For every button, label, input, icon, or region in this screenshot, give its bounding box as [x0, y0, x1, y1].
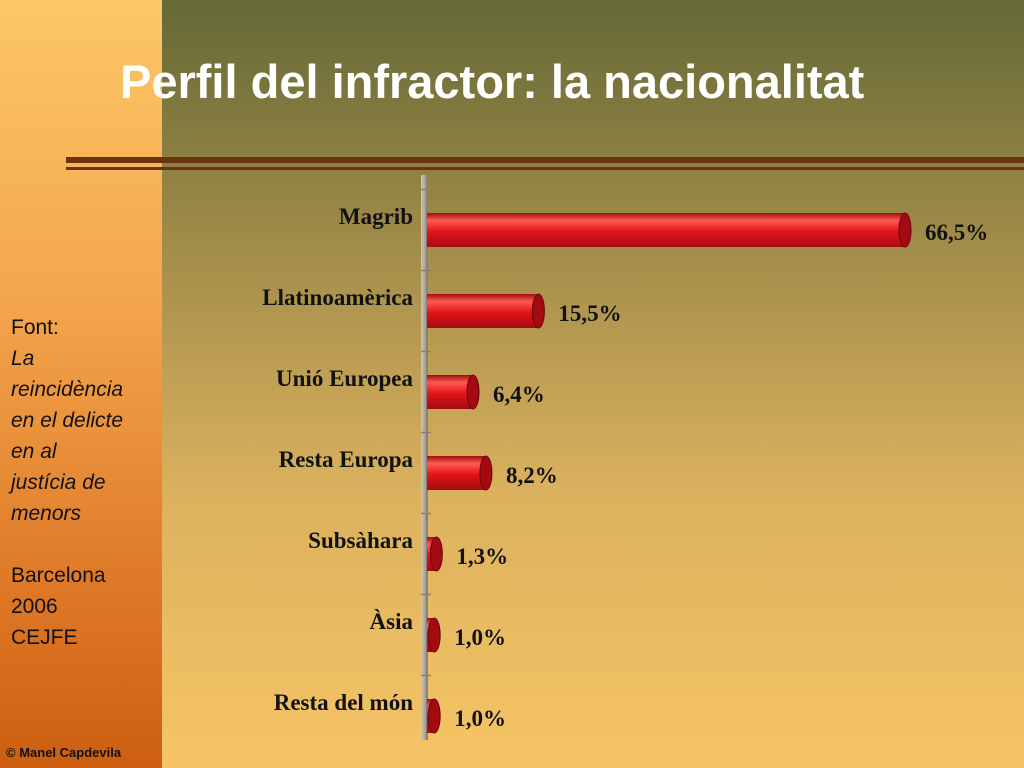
category-label: Subsàhara	[308, 528, 413, 553]
bar	[427, 294, 545, 328]
value-label: 1,0%	[454, 625, 506, 650]
bar-end-cap	[898, 212, 912, 248]
source-publication-line: menors	[11, 502, 82, 525]
bar	[427, 456, 492, 490]
bar-end-cap	[466, 374, 480, 410]
main-panel	[162, 0, 1024, 768]
bar	[427, 375, 480, 409]
category-label: Magrib	[339, 204, 413, 229]
category-label: Resta Europa	[279, 447, 414, 472]
value-label: 1,3%	[456, 544, 508, 569]
bar-end-cap	[479, 455, 493, 491]
axis-wall	[421, 175, 427, 740]
slide-title: Perfil del infractor: la nacionalitat	[120, 55, 865, 108]
bar-end-cap	[429, 536, 443, 572]
category-label: Llatinoamèrica	[262, 285, 413, 310]
left-panel	[0, 0, 162, 768]
source-publication-line: justícia de	[11, 471, 106, 494]
value-label: 15,5%	[558, 301, 621, 326]
value-label: 1,0%	[454, 706, 506, 731]
value-label: 8,2%	[506, 463, 558, 488]
category-label: Unió Europea	[276, 366, 413, 391]
category-label: Resta del món	[274, 690, 413, 715]
source-place: Barcelona	[11, 564, 106, 587]
source-publication-line: en al	[11, 440, 57, 463]
source-year: 2006	[11, 595, 58, 618]
copyright-notice: © Manel Capdevila	[6, 745, 122, 760]
bar-end-cap	[531, 293, 545, 329]
source-publication-line: La	[11, 347, 35, 370]
value-label: 6,4%	[493, 382, 545, 407]
source-note: Font: La reincidència en el delicte en a…	[11, 312, 161, 653]
title-rule-thin	[66, 167, 1024, 170]
source-org: CEJFE	[11, 626, 78, 649]
source-label: Font:	[11, 316, 59, 339]
category-label: Àsia	[370, 609, 414, 634]
title-rule-thick	[66, 157, 1024, 163]
bar-end-cap	[427, 617, 441, 653]
bar	[427, 213, 911, 247]
source-publication-line: reincidència	[11, 378, 124, 401]
source-publication-line: en el delicte	[11, 409, 124, 432]
bar-end-cap	[427, 698, 441, 734]
value-label: 66,5%	[925, 220, 988, 245]
